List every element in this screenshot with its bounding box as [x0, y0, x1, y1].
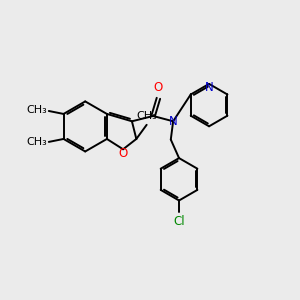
Text: CH₃: CH₃ [136, 111, 157, 121]
Text: O: O [118, 147, 128, 160]
Text: O: O [154, 81, 163, 94]
Text: N: N [169, 115, 178, 128]
Text: CH₃: CH₃ [27, 137, 47, 148]
Text: CH₃: CH₃ [27, 105, 47, 116]
Text: N: N [205, 81, 214, 94]
Text: Cl: Cl [173, 215, 185, 228]
